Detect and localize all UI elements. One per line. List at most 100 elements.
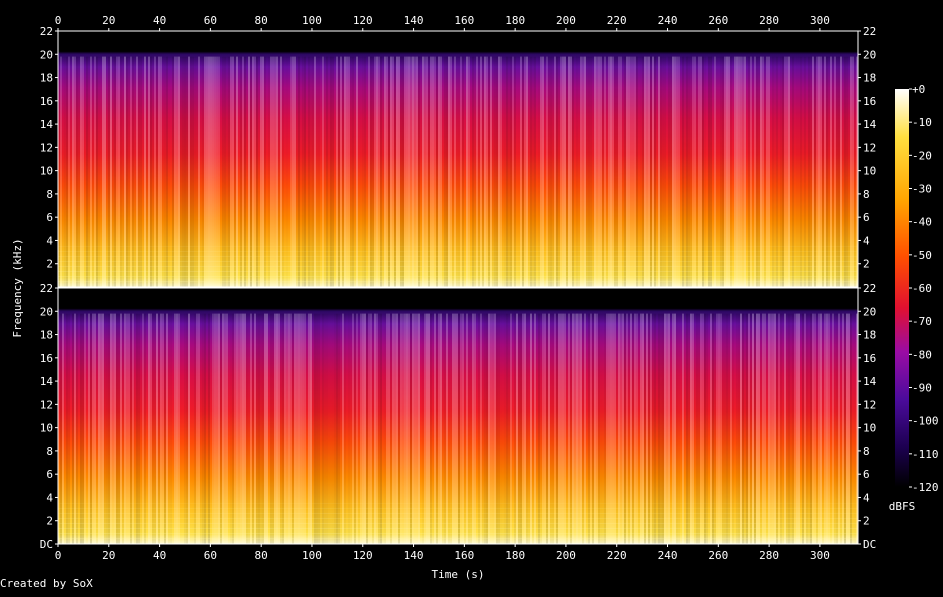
y-tick-label-left: 4 xyxy=(46,491,53,504)
y-tick-label-left: 12 xyxy=(40,141,53,154)
colorbar-tick-label: -80 xyxy=(912,348,932,361)
colorbar-tick-label: -100 xyxy=(912,415,939,428)
channel-1-panel xyxy=(57,30,859,288)
y-tick-label-right: 12 xyxy=(863,141,876,154)
x-tick-label-bottom: 260 xyxy=(708,549,728,562)
y-tick-label-right: 10 xyxy=(863,422,876,435)
y-tick-label-left: 14 xyxy=(40,375,54,388)
x-tick-label-top: 100 xyxy=(302,14,322,27)
colorbar-tick-label: +0 xyxy=(912,83,925,96)
x-tick-label-bottom: 40 xyxy=(153,549,166,562)
x-tick-label-top: 20 xyxy=(102,14,115,27)
y-tick-label-left: 8 xyxy=(46,188,53,201)
y-tick-label-right: 20 xyxy=(863,305,876,318)
y-tick-label-left: DC xyxy=(40,538,53,551)
x-tick-label-bottom: 20 xyxy=(102,549,115,562)
x-tick-label-bottom: 240 xyxy=(658,549,678,562)
panel-frame xyxy=(57,287,859,545)
x-tick-label-top: 80 xyxy=(255,14,268,27)
y-tick-label-right: 22 xyxy=(863,25,876,38)
channel-2-panel xyxy=(57,287,859,545)
x-tick-label-top: 140 xyxy=(404,14,424,27)
y-tick-label-left: 18 xyxy=(40,72,53,85)
x-tick-label-top: 160 xyxy=(454,14,474,27)
colorbar-tick-label: -70 xyxy=(912,315,932,328)
y-tick-label-right: 18 xyxy=(863,329,876,342)
y-tick-label-right: 2 xyxy=(863,515,870,528)
y-tick-label-right: 12 xyxy=(863,398,876,411)
y-tick-label-right: DC xyxy=(863,538,876,551)
y-tick-label-left: 14 xyxy=(40,118,54,131)
y-tick-label-left: 20 xyxy=(40,48,53,61)
colorbar-tick-label: -30 xyxy=(912,183,932,196)
y-tick-label-right: 4 xyxy=(863,491,870,504)
colorbar-tick-label: -50 xyxy=(912,249,932,262)
y-tick-label-left: 16 xyxy=(40,95,53,108)
x-tick-label-top: 280 xyxy=(759,14,779,27)
y-tick-label-right: 6 xyxy=(863,468,870,481)
x-tick-label-bottom: 100 xyxy=(302,549,322,562)
x-tick-label-top: 40 xyxy=(153,14,166,27)
y-tick-label-right: 6 xyxy=(863,211,870,224)
x-tick-label-bottom: 200 xyxy=(556,549,576,562)
x-tick-label-top: 120 xyxy=(353,14,373,27)
spectrogram-fill xyxy=(58,288,858,544)
y-tick-label-right: 18 xyxy=(863,72,876,85)
x-tick-label-bottom: 60 xyxy=(204,549,217,562)
y-tick-label-right: 4 xyxy=(863,234,870,247)
y-tick-label-right: 20 xyxy=(863,48,876,61)
y-tick-label-left: 16 xyxy=(40,352,53,365)
y-tick-label-right: 8 xyxy=(863,445,870,458)
x-tick-label-top: 200 xyxy=(556,14,576,27)
y-tick-label-left: 4 xyxy=(46,234,53,247)
x-tick-label-bottom: 0 xyxy=(55,549,62,562)
x-tick-label-top: 180 xyxy=(505,14,525,27)
spectrogram-fill xyxy=(58,31,858,287)
x-tick-label-top: 220 xyxy=(607,14,627,27)
y-tick-label-left: 10 xyxy=(40,165,53,178)
colorbar-tick-label: -20 xyxy=(912,149,932,162)
x-tick-label-bottom: 120 xyxy=(353,549,373,562)
y-tick-label-left: 10 xyxy=(40,422,53,435)
colorbar xyxy=(895,89,909,487)
y-tick-label-left: 2 xyxy=(46,258,53,271)
x-tick-label-bottom: 280 xyxy=(759,549,779,562)
y-tick-label-right: 14 xyxy=(863,118,877,131)
x-axis-label: Time (s) xyxy=(432,568,485,581)
x-tick-label-bottom: 220 xyxy=(607,549,627,562)
y-tick-label-left: 2 xyxy=(46,515,53,528)
y-axis-label: Frequency (kHz) xyxy=(11,238,24,337)
y-tick-label-left: 18 xyxy=(40,329,53,342)
y-tick-label-left: 22 xyxy=(40,282,53,295)
x-tick-label-top: 260 xyxy=(708,14,728,27)
x-tick-label-bottom: 160 xyxy=(454,549,474,562)
colorbar-tick-label: -120 xyxy=(912,481,939,494)
y-tick-label-right: 14 xyxy=(863,375,877,388)
colorbar-tick-label: -90 xyxy=(912,382,932,395)
y-tick-label-right: 16 xyxy=(863,352,876,365)
colorbar-tick-label: -110 xyxy=(912,448,939,461)
panel-frame xyxy=(57,30,859,288)
x-tick-label-top: 300 xyxy=(810,14,830,27)
x-tick-label-bottom: 80 xyxy=(255,549,268,562)
x-tick-label-bottom: 300 xyxy=(810,549,830,562)
y-tick-label-right: 16 xyxy=(863,95,876,108)
credit-text: Created by SoX xyxy=(0,577,93,590)
y-tick-label-left: 20 xyxy=(40,305,53,318)
y-tick-label-left: 12 xyxy=(40,398,53,411)
y-tick-label-right: 8 xyxy=(863,188,870,201)
x-tick-label-top: 240 xyxy=(658,14,678,27)
y-tick-label-left: 22 xyxy=(40,25,53,38)
colorbar-tick-label: -40 xyxy=(912,216,932,229)
y-tick-label-right: 2 xyxy=(863,258,870,271)
x-tick-label-bottom: 180 xyxy=(505,549,525,562)
x-tick-label-top: 0 xyxy=(55,14,62,27)
y-tick-label-right: 22 xyxy=(863,282,876,295)
colorbar-tick-label: -60 xyxy=(912,282,932,295)
y-tick-label-right: 10 xyxy=(863,165,876,178)
colorbar-tick-label: -10 xyxy=(912,116,932,129)
y-tick-label-left: 6 xyxy=(46,468,53,481)
x-tick-label-bottom: 140 xyxy=(404,549,424,562)
